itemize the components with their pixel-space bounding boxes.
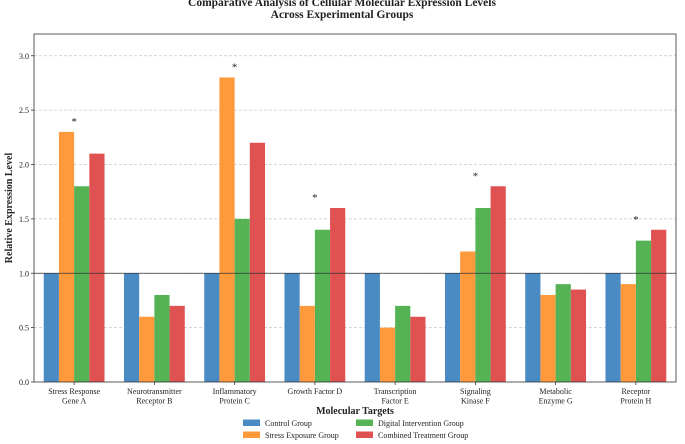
legend-swatch	[243, 431, 260, 438]
bar	[139, 316, 155, 382]
significance-star: *	[71, 116, 77, 128]
x-axis-ticks: Stress Response Gene A Neurotransmitter Rec…	[48, 382, 652, 406]
y-tick-label: 0.0	[19, 378, 29, 387]
x-tick-label: Metabolic Enzyme G	[539, 387, 573, 406]
y-axis-label: Relative Expression Level	[4, 153, 15, 264]
bar	[219, 77, 235, 382]
bar	[330, 208, 346, 382]
bar	[89, 153, 105, 382]
x-axis-label: Molecular Targets	[316, 406, 394, 417]
y-axis-ticks: 0.0 0.5 1.0 1.5 2.0 2.5 3.0	[19, 52, 34, 387]
bar	[570, 289, 587, 382]
bar	[234, 218, 250, 382]
legend-label: Stress Exposure Group	[265, 431, 339, 440]
significance-star: *	[473, 170, 479, 182]
bar	[540, 295, 556, 382]
bar	[169, 305, 185, 382]
bar	[651, 229, 667, 382]
bar	[410, 316, 426, 382]
x-tick-label: Signaling Kinase F	[460, 387, 491, 406]
bar	[460, 251, 476, 382]
bar	[525, 273, 541, 382]
bar	[284, 273, 300, 382]
x-tick-label: Neurotransmitter Receptor B	[127, 387, 182, 406]
bar	[299, 305, 315, 382]
legend: Control Group Stress Exposure Group Digita…	[243, 419, 468, 440]
bar	[605, 273, 621, 382]
bar	[620, 284, 636, 382]
bar	[444, 273, 461, 382]
y-tick-label: 0.5	[19, 324, 29, 333]
bar	[204, 273, 220, 382]
y-tick-label: 3.0	[19, 52, 29, 61]
bar	[635, 240, 652, 382]
legend-swatch	[243, 419, 260, 426]
bar	[379, 327, 396, 382]
bar	[249, 142, 266, 382]
bar	[123, 273, 140, 382]
significance-star: *	[312, 192, 318, 204]
legend-swatch	[356, 419, 373, 426]
chart-title-line: Comparative Analysis of Cellular Molecul…	[188, 0, 496, 9]
bar	[555, 284, 571, 382]
significance-star: *	[633, 214, 639, 226]
bar	[58, 131, 75, 382]
bar	[364, 273, 380, 382]
y-tick-label: 2.5	[19, 106, 29, 115]
y-tick-label: 2.0	[19, 161, 29, 170]
bar	[475, 208, 491, 382]
x-tick-label: Transcription Factor E	[374, 387, 417, 406]
x-tick-label: Growth Factor D	[288, 387, 343, 396]
chart-title-line: Across Experimental Groups	[271, 9, 414, 21]
legend-label: Control Group	[265, 419, 312, 428]
plot-frame	[33, 33, 677, 383]
bar	[43, 273, 59, 382]
y-tick-label: 1.5	[19, 215, 29, 224]
bar	[395, 305, 411, 382]
bar	[314, 229, 331, 382]
bars	[43, 77, 667, 382]
significance-markers: * * * * *	[71, 62, 638, 226]
significance-star: *	[232, 62, 238, 74]
bar	[490, 186, 506, 382]
chart-title: Comparative Analysis of Cellular Molecul…	[188, 0, 496, 21]
legend-swatch	[356, 431, 373, 438]
legend-label: Combined Treatment Group	[378, 431, 468, 440]
y-tick-label: 1.0	[19, 269, 29, 278]
x-tick-label: Inflammatory Protein C	[213, 387, 257, 406]
legend-label: Digital Intervention Group	[378, 419, 464, 428]
bar	[154, 295, 170, 382]
x-tick-label: Stress Response Gene A	[48, 387, 100, 406]
x-tick-label: Receptor Protein H	[620, 387, 651, 406]
bar	[74, 186, 90, 382]
